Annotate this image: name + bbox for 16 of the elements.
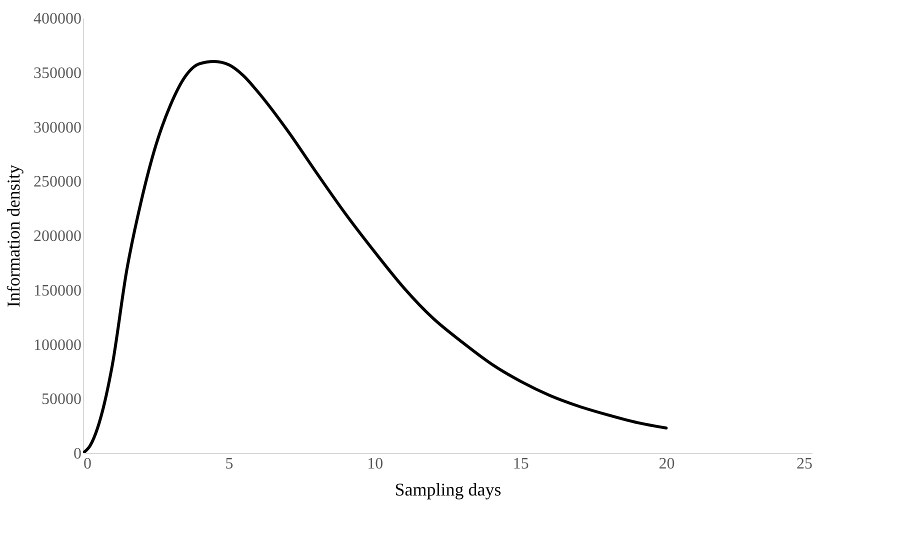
y-tick-label: 300000 bbox=[34, 119, 82, 136]
y-tick-label: 100000 bbox=[34, 336, 82, 354]
y-axis-title: Information density bbox=[4, 164, 24, 308]
y-tick-label: 50000 bbox=[42, 391, 82, 408]
y-tick-label: 400000 bbox=[34, 10, 82, 28]
y-tick-label: 350000 bbox=[34, 64, 82, 82]
x-tick-label: 5 bbox=[225, 456, 234, 472]
x-tick-label: 20 bbox=[658, 456, 675, 472]
y-tick-label: 250000 bbox=[34, 174, 82, 191]
line-series bbox=[83, 60, 668, 453]
y-tick-label: 200000 bbox=[34, 228, 82, 245]
y-tick-label: 150000 bbox=[34, 282, 82, 300]
x-tick-label: 10 bbox=[367, 456, 384, 472]
x-tick-label: 15 bbox=[512, 456, 529, 472]
x-tick-label: 25 bbox=[796, 456, 812, 472]
x-axis-title: Sampling days bbox=[394, 480, 502, 500]
